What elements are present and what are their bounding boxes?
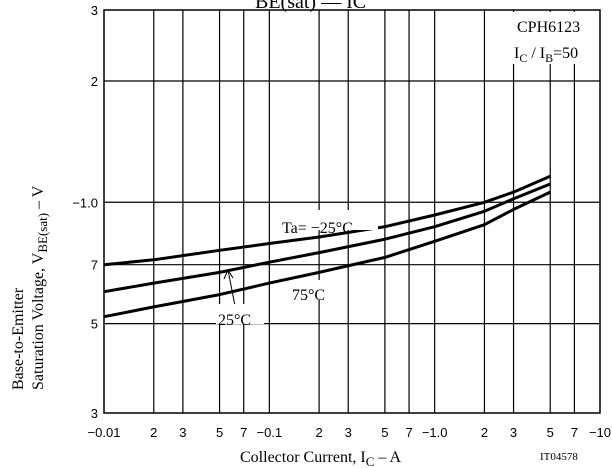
y-tick-label: −1.0: [72, 195, 98, 210]
y-axis-label: Base-to-Emitter Saturation Voltage, VBE(…: [10, 185, 50, 390]
y-tick-label: 7: [91, 258, 98, 273]
svg-text:Saturation Voltage, VBE(sat)–: Saturation Voltage, VBE(sat)– V: [30, 185, 50, 390]
y-tick-label: 3: [91, 3, 98, 18]
y-tick-label: 2: [91, 74, 98, 89]
x-tick-label: 3: [179, 425, 186, 440]
label-bg-75: [290, 280, 338, 300]
x-axis-label: Collector Current, IC – A: [240, 449, 402, 468]
x-tick-label: 5: [547, 425, 554, 440]
series-line-2: [103, 190, 551, 319]
x-tick-label: 2: [150, 425, 157, 440]
pointer-25c-head: [223, 268, 234, 280]
svg-text:Base-to-Emitter: Base-to-Emitter: [10, 287, 27, 390]
label-bg-25: [216, 304, 264, 324]
x-tick-label: 2: [481, 425, 488, 440]
y-tick-label: 5: [91, 317, 98, 332]
series-lines: [103, 174, 551, 319]
x-tick-label: 5: [381, 425, 388, 440]
chart-title-partial: BE(sat) — IC: [255, 0, 366, 13]
series-label-75c: 75°C: [292, 287, 325, 304]
plot-frame: [103, 9, 601, 414]
x-tick-label: 2: [315, 425, 322, 440]
series-line-1: [103, 182, 551, 294]
annotation-box-bg: [510, 12, 598, 64]
x-tick-label: −10: [589, 425, 611, 440]
x-tick-labels: −0.01 2 3 5 7 −0.1 2 3 5 7 −1.0 2 3 5 7 −10: [88, 425, 611, 440]
ratio-label: IC / IB=50: [514, 45, 578, 65]
x-tick-label: 7: [240, 425, 247, 440]
x-tick-label: −0.01: [88, 425, 121, 440]
part-number: CPH6123: [517, 19, 580, 36]
x-tick-label: 3: [345, 425, 352, 440]
y-tick-labels: 3 2 −1.0 7 5 3: [72, 3, 98, 421]
y-tick-label: 3: [91, 406, 98, 421]
series-line-0: [103, 174, 551, 267]
label-bg-neg25: [282, 210, 378, 230]
series-label-ta-neg25: Ta= −25°C: [282, 220, 353, 237]
x-tick-label: 7: [571, 425, 578, 440]
x-tick-label: −0.1: [256, 425, 282, 440]
series-label-25c: 25°C: [218, 312, 251, 329]
x-tick-label: −1.0: [422, 425, 448, 440]
x-tick-label: 3: [510, 425, 517, 440]
x-tick-label: 5: [216, 425, 223, 440]
figure-id: IT04578: [540, 451, 578, 463]
x-tick-label: 7: [405, 425, 412, 440]
